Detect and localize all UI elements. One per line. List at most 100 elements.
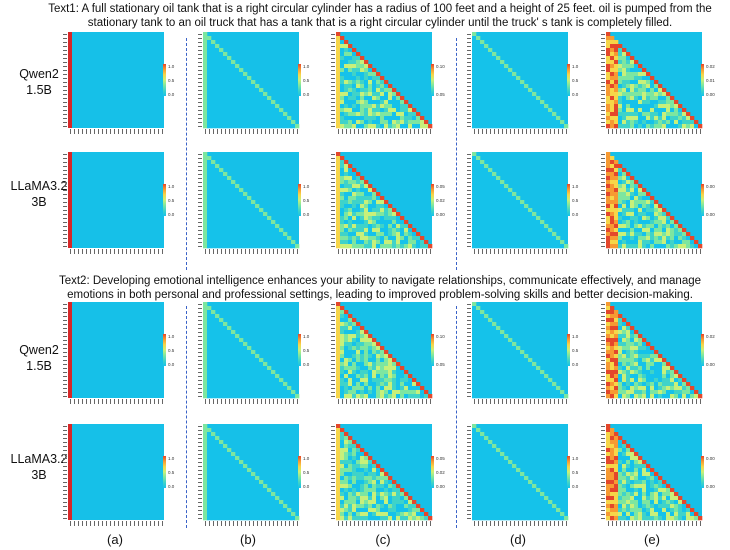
- x-tick-label: [620, 399, 621, 404]
- heatmap-cell: [610, 310, 615, 315]
- heatmap-cell: [396, 240, 401, 245]
- heatmap-cell: [360, 448, 365, 453]
- heatmap-cell: [219, 394, 224, 399]
- heatmap-cell: [211, 318, 216, 323]
- heatmap-cell: [239, 460, 244, 465]
- heatmap-cell: [231, 334, 236, 339]
- heatmap-cell: [263, 370, 268, 375]
- y-tick-label: [467, 162, 471, 163]
- y-tick-label: [63, 388, 67, 389]
- heatmap-cell: [496, 370, 501, 375]
- heatmap-cell: [630, 184, 635, 189]
- heatmap-cell: [614, 318, 619, 323]
- x-tick-label: [538, 399, 539, 404]
- heatmap-cell: [512, 80, 517, 85]
- heatmap-cell: [364, 362, 369, 367]
- heatmap-cell: [508, 232, 513, 237]
- heatmap-cell: [606, 310, 611, 315]
- heatmap-cell: [219, 338, 224, 343]
- heatmap-cell: [231, 496, 236, 501]
- heatmap-cell: [622, 52, 627, 57]
- heatmap-cell: [476, 40, 481, 45]
- heatmap-cell: [364, 124, 369, 129]
- heatmap-cell: [642, 116, 647, 121]
- heatmap-cell: [235, 236, 240, 241]
- colorbar-tick-label: 0.5: [168, 470, 175, 475]
- heatmap-cell: [666, 116, 671, 121]
- heatmap-cell: [364, 100, 369, 105]
- heatmap-cell: [340, 204, 345, 209]
- heatmap-cell: [227, 334, 232, 339]
- heatmap-cell: [610, 52, 615, 57]
- x-tick-label: [293, 521, 294, 526]
- heatmap-cell: [508, 112, 513, 117]
- y-tick-label: [601, 42, 605, 43]
- heatmap-cell: [488, 232, 493, 237]
- x-tick-label: [114, 521, 115, 526]
- y-tick-label: [63, 316, 67, 317]
- heatmap-cell: [480, 164, 485, 169]
- heatmap-cell: [472, 216, 477, 221]
- heatmap-cell: [528, 370, 533, 375]
- heatmap-cell: [231, 504, 236, 509]
- heatmap-cell: [372, 460, 377, 465]
- heatmap-cell: [376, 472, 381, 477]
- heatmap-cell: [496, 60, 501, 65]
- x-tick-label: [134, 249, 135, 254]
- heatmap-cell: [642, 342, 647, 347]
- y-tick-label: [601, 218, 605, 219]
- heatmap-cell: [247, 104, 252, 109]
- heatmap-cell: [247, 362, 252, 367]
- heatmap-cell: [512, 390, 517, 395]
- heatmap-cell: [618, 76, 623, 81]
- heatmap-cell: [356, 108, 361, 113]
- heatmap-cell: [287, 124, 292, 129]
- heatmap-cell: [211, 188, 216, 193]
- heatmap-cell: [508, 216, 513, 221]
- heatmap-cell: [634, 112, 639, 117]
- heatmap-cell: [239, 188, 244, 193]
- x-tick-label: [277, 129, 278, 134]
- heatmap-cell: [520, 100, 525, 105]
- heatmap-cell: [340, 68, 345, 73]
- x-tick-label: [102, 129, 103, 134]
- heatmap-cell: [610, 306, 615, 311]
- heatmap-cell: [259, 236, 264, 241]
- y-tick-label: [331, 356, 335, 357]
- heatmap-cell: [247, 508, 252, 513]
- heatmap-cell: [279, 228, 284, 233]
- heatmap-cell: [388, 108, 393, 113]
- heatmap-cell: [360, 204, 365, 209]
- heatmap-cell: [215, 460, 220, 465]
- heatmap-cell: [488, 244, 493, 249]
- heatmap-svg: 1.00.50.0: [63, 424, 175, 526]
- colorbar-tick-label: 1.0: [168, 184, 175, 189]
- heatmap-cell: [231, 204, 236, 209]
- heatmap-cell: [231, 80, 236, 85]
- heatmap-cell: [259, 232, 264, 237]
- heatmap-cell: [536, 228, 541, 233]
- heatmap-cell: [396, 220, 401, 225]
- heatmap-cell: [622, 240, 627, 245]
- y-tick-label: [601, 46, 605, 47]
- heatmap-cell: [384, 204, 389, 209]
- heatmap-cell: [496, 180, 501, 185]
- heatmap-cell: [476, 92, 481, 97]
- heatmap-cell: [348, 80, 353, 85]
- y-tick-label: [198, 514, 202, 515]
- heatmap-cell: [614, 184, 619, 189]
- heatmap-cell: [295, 516, 300, 521]
- heatmap-cell: [496, 124, 501, 129]
- heatmap-cell: [239, 120, 244, 125]
- heatmap-cell: [642, 212, 647, 217]
- heatmap-cell: [251, 220, 256, 225]
- heatmap-cell: [235, 350, 240, 355]
- heatmap-cell: [352, 444, 357, 449]
- heatmap-cell: [416, 112, 421, 117]
- heatmap-cell: [364, 208, 369, 213]
- x-tick-label: [94, 521, 95, 526]
- heatmap-cell: [552, 240, 557, 245]
- heatmap-cell: [207, 500, 212, 505]
- heatmap-cell: [476, 88, 481, 93]
- heatmap-cell: [408, 124, 413, 129]
